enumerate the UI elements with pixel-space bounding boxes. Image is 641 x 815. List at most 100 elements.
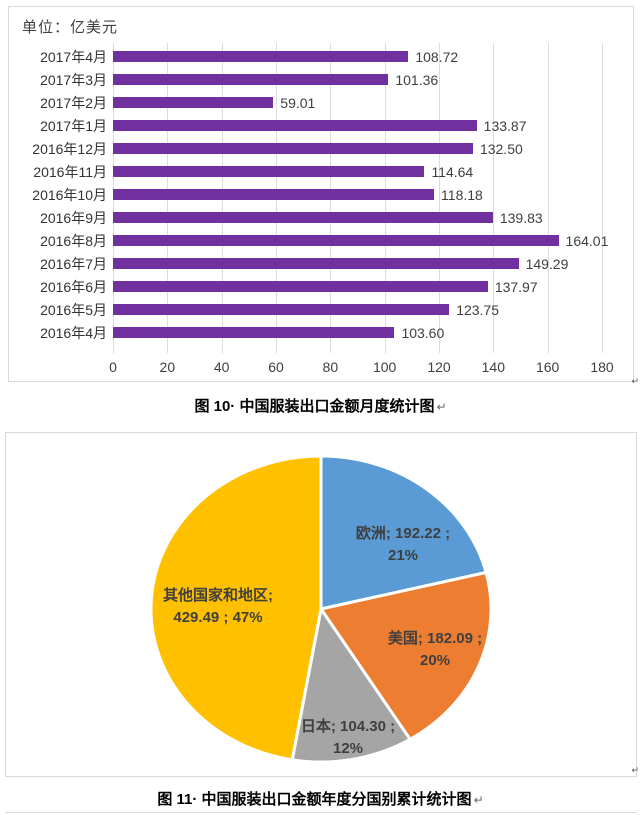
category-label: 2016年10月 [32,186,107,203]
value-label: 123.75 [456,301,500,318]
x-axis-tick-label: 60 [268,359,284,375]
category-label: 2016年9月 [40,209,107,226]
x-axis-tick-label: 180 [590,359,614,375]
bar [113,74,389,85]
bar-row: 2016年4月 103.60 [15,321,633,344]
bar-area: 132.50 [113,141,602,157]
bar [113,51,409,62]
bar-chart-figure: 单位：亿美元 2017年4月 108.72 2017年3月 101.36 2017年2月… [8,6,634,382]
bar [113,258,519,269]
bar-row: 2017年1月 133.87 [15,114,633,137]
x-axis-tick-label: 40 [213,359,230,375]
category-label: 2017年4月 [40,48,107,65]
bar [113,212,493,223]
bar-area: 108.72 [113,49,602,65]
bar-area: 149.29 [113,256,602,272]
pie-chart-figure: 欧洲; 192.22 ; 21% 美国; 182.09 ; 20% 日本; 10… [5,432,637,777]
figure11-caption: 图 11· 中国服装出口金额年度分国别累计统计图 ↵ [0,788,641,809]
bar [113,143,473,154]
bar-row: 2017年2月 59.01 [15,91,633,114]
x-axis-tick-label: 140 [481,359,506,375]
value-label: 133.87 [483,117,527,134]
bar [113,97,274,108]
pie-label-usa: 美国; 182.09 ; 20% [388,628,482,672]
bar-area: 139.83 [113,210,602,226]
pie-slice-3 [290,607,412,764]
figure10-caption-text: 图 10· 中国服装出口金额月度统计图 [194,398,435,415]
bar-row: 2016年10月 118.18 [15,183,633,206]
bar-row: 2017年3月 101.36 [15,68,633,91]
paragraph-mark-icon: ↵ [631,376,639,386]
bar-row: 2016年9月 139.83 [15,206,633,229]
bar-chart-x-axis: 0 20 40 60 80 100 120 140 160 180 [109,359,614,377]
value-label: 164.01 [565,232,609,249]
bar [113,120,477,131]
bar-row: 2016年6月 137.97 [15,275,633,298]
bar-area: 123.75 [113,302,602,318]
bar-area: 103.60 [113,325,602,341]
category-label: 2017年3月 [40,71,107,88]
category-label: 2017年2月 [40,94,107,111]
pilcrow-icon: ↵ [436,400,447,414]
pie-label-europe: 欧洲; 192.22 ; 21% [356,523,450,567]
pie-label-japan: 日本; 104.30 ; 12% [301,716,395,760]
pie-label-japan-line2: 12% [332,740,364,757]
pie-slice-4 [149,454,323,762]
bar-area: 164.01 [113,233,608,249]
paragraph-mark-icon: ↵ [631,765,639,775]
value-label: 108.72 [415,48,459,65]
category-label: 2016年5月 [40,301,107,318]
bar-row: 2017年4月 108.72 [15,45,633,68]
category-label: 2016年6月 [40,278,107,295]
bar-chart-unit-label: 单位：亿美元 [22,19,119,36]
category-label: 2016年7月 [40,255,107,272]
bar [113,166,425,177]
pie-label-usa-line1: 美国; 182.09 ; [387,630,483,647]
bar-row: 2016年12月 132.50 [15,137,633,160]
bar [113,304,450,315]
value-label: 114.64 [431,163,474,180]
bar-row: 2016年8月 164.01 [15,229,633,252]
bar [113,327,395,338]
pie-label-japan-line1: 日本; 104.30 ; [300,718,396,735]
bar [113,189,435,200]
x-axis-tick-label: 120 [427,359,451,375]
figure11-caption-text: 图 11· 中国服装出口金额年度分国别累计统计图 [157,791,472,808]
bar-row: 2016年11月 114.64 [15,160,633,183]
bar-chart-rows: 2017年4月 108.72 2017年3月 101.36 2017年2月 59.01 20… [15,45,633,344]
pie-label-europe-line2: 21% [387,547,419,564]
value-label: 149.29 [525,255,569,272]
bar-area: 101.36 [113,72,602,88]
category-label: 2017年1月 [40,117,107,134]
value-label: 59.01 [280,94,316,111]
bar-area: 114.64 [113,164,602,180]
pie-slice-2 [319,571,493,741]
pie-label-other-line2: 429.49 ; 47% [173,609,263,626]
x-axis-tick-label: 100 [372,359,397,375]
category-label: 2016年4月 [40,324,107,341]
bar [113,281,488,292]
value-label: 103.60 [401,324,445,341]
value-label: 137.97 [494,278,538,295]
bar-area: 137.97 [113,279,602,295]
bar-area: 59.01 [113,95,602,111]
bar-area: 118.18 [113,187,602,203]
pie-label-other-countries: 其他国家和地区; 429.49 ; 47% [163,585,273,629]
x-axis-tick-label: 20 [159,359,176,375]
category-label: 2016年11月 [33,163,107,180]
pie-label-europe-line1: 欧洲; 192.22 ; [355,525,451,542]
x-axis-tick-label: 0 [109,359,117,375]
category-label: 2016年12月 [32,140,107,157]
pilcrow-icon: ↵ [473,793,484,807]
bar-row: 2016年7月 149.29 [15,252,633,275]
next-figure-top-border [5,812,637,813]
pie-label-usa-line2: 20% [419,652,451,669]
bar-area: 133.87 [113,118,602,134]
value-label: 101.36 [395,71,439,88]
pie-slice-1 [319,454,488,611]
value-label: 118.18 [441,186,483,203]
x-axis-tick-label: 80 [322,359,339,375]
pie-svg [149,454,493,764]
bar [113,235,559,246]
